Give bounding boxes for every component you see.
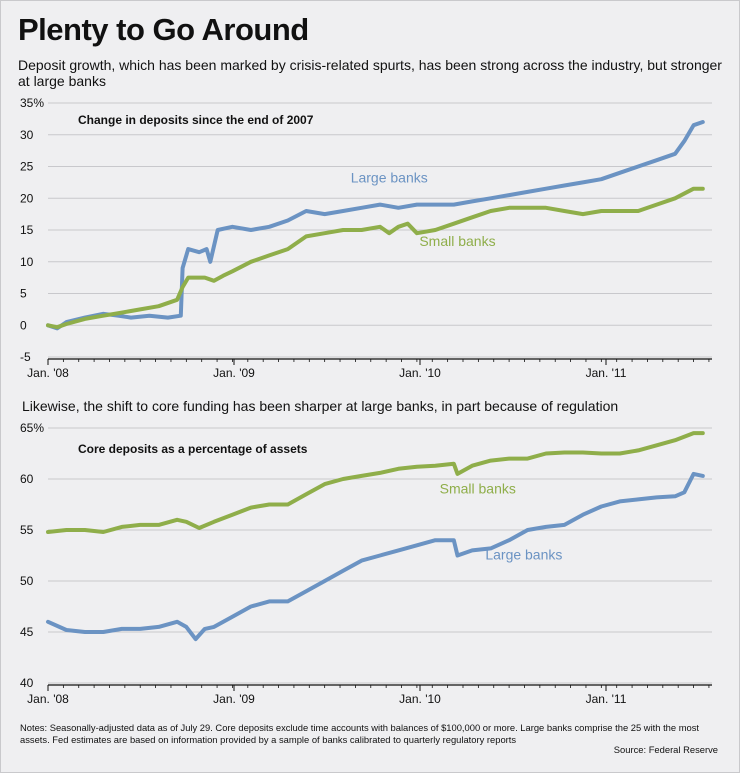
deposits-x-tick-label: Jan. '09 [213,366,255,380]
core-series-label-small: Small banks [440,480,516,496]
deposits-y-tick-label: 25 [20,160,34,174]
core-series-label-large: Large banks [485,547,562,563]
deposits-series-line-large [46,120,705,331]
deposits-series-label-large: Large banks [351,169,428,185]
core-y-tick-label: 55 [20,523,34,537]
deposits-y-tick-label: 30 [20,128,34,142]
core-series-line-large [46,471,705,642]
core-y-tick-label: 65% [20,421,44,435]
deposits-y-tick-label: 20 [20,191,34,205]
core-deposits-chart: 65% 60 55 50 45 40 Jan. '08 Jan. '09 Jan. '10 Jan… [20,421,712,706]
deposits-y-tick-label: -5 [20,350,31,364]
core-funding-subtitle: Likewise, the shift to core funding has … [22,398,619,414]
deposits-x-tick-label: Jan. '11 [586,366,627,380]
core-chart-title: Core deposits as a percentage of assets [78,442,308,456]
deposits-y-tick-label: 5 [20,287,27,301]
core-x-tick-label: Jan. '08 [27,692,69,706]
footnotes: Notes: Seasonally-adjusted data as of Ju… [20,722,700,745]
page-subtitle: Deposit growth, which has been marked by… [18,57,722,89]
core-x-tick-label: Jan. '11 [586,692,627,706]
source-note: Source: Federal Reserve [613,744,718,755]
deposits-y-tick-label: 10 [20,255,34,269]
core-x-tick-label: Jan. '09 [213,692,255,706]
deposits-change-chart: 35% 30 25 20 15 10 5 0 -5 Jan. '08 Jan. '09 Jan. '1… [20,96,712,380]
core-y-tick-label: 45 [20,625,34,639]
core-x-tick-label: Jan. '10 [399,692,441,706]
core-series-line-small [46,431,705,534]
core-y-tick-label: 50 [20,574,34,588]
deposits-y-tick-label: 35% [20,96,44,110]
deposits-y-tick-label: 15 [20,223,34,237]
deposits-series-label-small: Small banks [419,233,495,249]
deposits-y-tick-label: 0 [20,318,27,332]
deposits-series-line-small [46,186,705,330]
core-y-tick-label: 60 [20,472,34,486]
deposits-chart-title: Change in deposits since the end of 2007 [78,113,314,127]
deposits-x-tick-label: Jan. '10 [399,366,441,380]
core-y-tick-label: 40 [20,676,34,690]
deposits-x-tick-label: Jan. '08 [27,366,69,380]
page-title: Plenty to Go Around [18,12,309,47]
